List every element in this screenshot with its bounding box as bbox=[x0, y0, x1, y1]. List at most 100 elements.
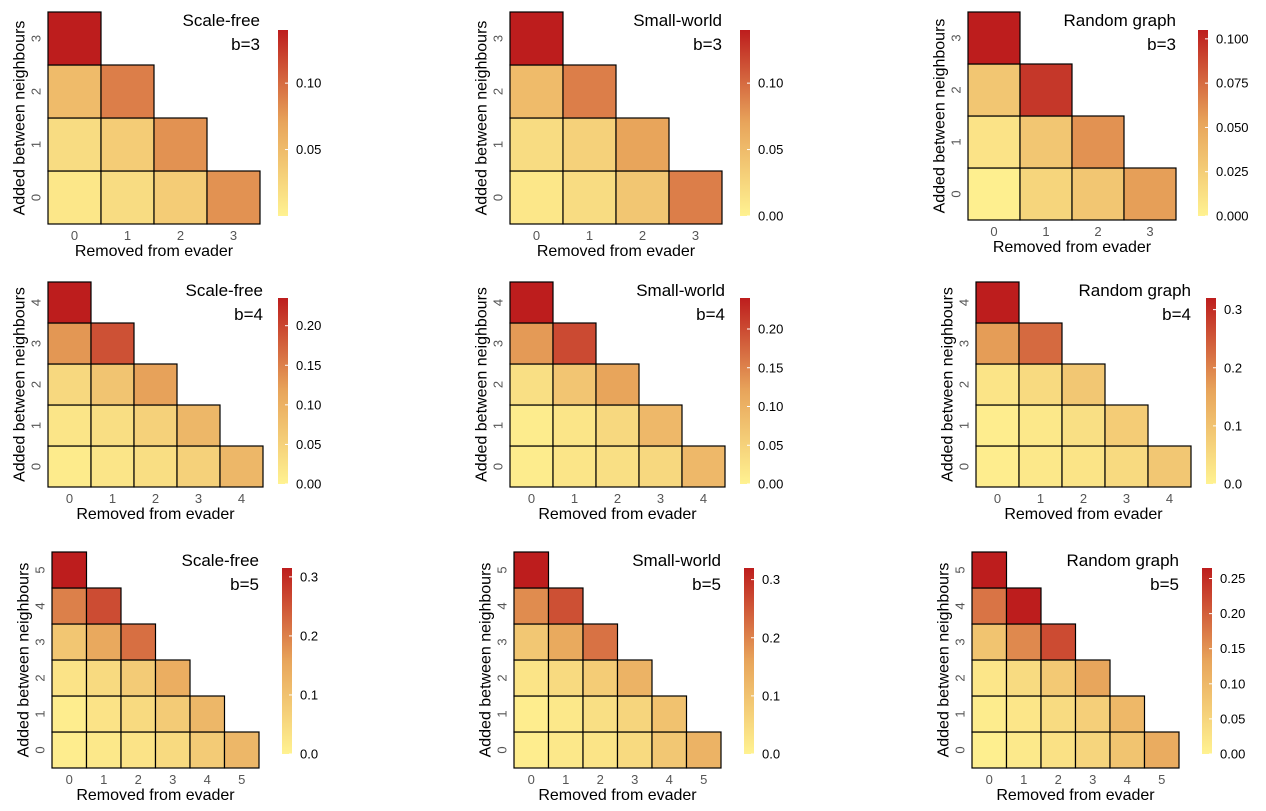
y-tick-label: 0 bbox=[29, 463, 44, 470]
heatmap-cell bbox=[1074, 659, 1111, 697]
x-tick-label: 4 bbox=[238, 491, 245, 506]
heatmap-cell bbox=[595, 445, 640, 488]
heatmap-cell bbox=[90, 404, 135, 447]
y-tick-label: 1 bbox=[491, 141, 506, 148]
x-tick-label: 3 bbox=[1123, 491, 1130, 506]
y-tick-label: 0 bbox=[957, 463, 972, 470]
y-tick-label: 3 bbox=[949, 34, 964, 41]
heatmap-cell bbox=[513, 587, 550, 625]
heatmap-cell bbox=[51, 659, 88, 697]
heatmap-cell bbox=[1143, 731, 1180, 769]
colorbar-tick-label: 0.1 bbox=[300, 687, 318, 702]
heatmap-cell bbox=[85, 659, 122, 697]
heatmap-cell bbox=[120, 731, 157, 769]
x-tick-label: 1 bbox=[1020, 772, 1027, 787]
heatmap-cell bbox=[100, 117, 155, 172]
colorbar bbox=[1206, 298, 1216, 484]
y-axis-label: Added between neighbours bbox=[936, 563, 953, 758]
heatmap-cell bbox=[616, 731, 653, 769]
heatmap-cell bbox=[651, 731, 688, 769]
colorbar-tick-label: 0.10 bbox=[296, 397, 321, 412]
panel-subtitle: b=4 bbox=[696, 305, 725, 324]
y-tick-label: 1 bbox=[29, 422, 44, 429]
heatmap-cell bbox=[1104, 445, 1149, 488]
x-axis-label: Removed from evader bbox=[76, 506, 235, 523]
heatmap-cell bbox=[513, 695, 550, 733]
x-tick-label: 2 bbox=[614, 491, 621, 506]
y-tick-label: 3 bbox=[33, 638, 48, 645]
heatmap-cell bbox=[513, 659, 550, 697]
heatmap-cell bbox=[513, 731, 550, 769]
heatmap-cell bbox=[509, 363, 554, 406]
heatmap-cell bbox=[85, 731, 122, 769]
x-tick-label: 2 bbox=[597, 772, 604, 787]
panel-subtitle: b=4 bbox=[1162, 305, 1191, 324]
heatmap-cell bbox=[967, 11, 1021, 65]
heatmap-cell bbox=[1147, 445, 1192, 488]
panel-title: Small-world bbox=[636, 281, 725, 300]
heatmap-cell bbox=[616, 695, 653, 733]
x-axis-label: Removed from evader bbox=[538, 506, 697, 523]
y-axis-label: Added between neighbours bbox=[474, 21, 491, 216]
x-axis-label: Removed from evader bbox=[1004, 506, 1163, 523]
colorbar-tick-label: 0.15 bbox=[1220, 641, 1245, 656]
x-tick-label: 4 bbox=[666, 772, 673, 787]
heatmap-cell bbox=[154, 731, 191, 769]
y-tick-label: 2 bbox=[953, 674, 968, 681]
heatmap-cell bbox=[85, 587, 122, 625]
heatmap-cell bbox=[971, 659, 1008, 697]
heatmap-cell bbox=[582, 659, 619, 697]
heatmap-cell bbox=[1040, 659, 1077, 697]
heatmap-cell bbox=[615, 170, 670, 225]
heatmap-cell bbox=[47, 445, 92, 488]
heatmap-cell bbox=[153, 117, 208, 172]
heatmap-cell bbox=[120, 695, 157, 733]
heatmap-cell bbox=[206, 170, 261, 225]
colorbar-tick-label: 0.10 bbox=[758, 399, 783, 414]
heatmap-cell bbox=[547, 587, 584, 625]
heatmap-cell bbox=[971, 551, 1008, 589]
x-tick-label: 3 bbox=[195, 491, 202, 506]
colorbar-tick-label: 0.25 bbox=[1220, 571, 1245, 586]
y-tick-label: 3 bbox=[29, 340, 44, 347]
heatmap-cell bbox=[971, 731, 1008, 769]
y-tick-label: 2 bbox=[495, 674, 510, 681]
y-tick-label: 2 bbox=[29, 381, 44, 388]
heatmap-cell bbox=[552, 322, 597, 365]
y-tick-label: 5 bbox=[495, 566, 510, 573]
heatmap-cell bbox=[1018, 322, 1063, 365]
heatmap-cell bbox=[971, 623, 1008, 661]
panel-title: Scale-free bbox=[186, 281, 263, 300]
y-tick-label: 0 bbox=[495, 746, 510, 753]
heatmap-cell bbox=[1061, 404, 1106, 447]
heatmap-cell bbox=[547, 731, 584, 769]
panel-title: Random graph bbox=[1064, 11, 1176, 30]
colorbar-tick-label: 0.050 bbox=[1216, 120, 1249, 135]
colorbar-tick-label: 0.05 bbox=[758, 438, 783, 453]
y-tick-label: 1 bbox=[29, 141, 44, 148]
x-tick-label: 3 bbox=[169, 772, 176, 787]
y-tick-label: 1 bbox=[33, 710, 48, 717]
heatmap-cell bbox=[595, 404, 640, 447]
heatmap-cell bbox=[1018, 445, 1063, 488]
panel-subtitle: b=5 bbox=[1150, 575, 1179, 594]
colorbar-tick-label: 0.05 bbox=[1220, 711, 1245, 726]
colorbar-tick-label: 0.15 bbox=[758, 360, 783, 375]
colorbar-tick-label: 0.025 bbox=[1216, 164, 1249, 179]
heatmap-cell bbox=[562, 64, 617, 119]
y-tick-label: 3 bbox=[957, 340, 972, 347]
x-tick-label: 3 bbox=[1089, 772, 1096, 787]
heatmap-cell bbox=[51, 731, 88, 769]
x-axis-label: Removed from evader bbox=[537, 243, 696, 260]
y-tick-label: 1 bbox=[495, 710, 510, 717]
heatmap-cell bbox=[51, 551, 88, 589]
heatmap-cell bbox=[90, 363, 135, 406]
y-tick-label: 2 bbox=[957, 381, 972, 388]
heatmap-cell bbox=[975, 363, 1020, 406]
panel-subtitle: b=3 bbox=[1147, 35, 1176, 54]
heatmap-cell bbox=[85, 623, 122, 661]
y-tick-label: 1 bbox=[953, 710, 968, 717]
x-tick-label: 1 bbox=[100, 772, 107, 787]
